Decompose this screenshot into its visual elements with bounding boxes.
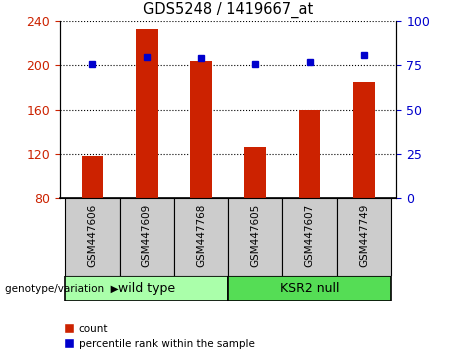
Text: GSM447607: GSM447607 (305, 204, 314, 267)
Bar (337, 198, 391, 276)
Bar (82, 156, 103, 198)
Bar (283, 198, 337, 276)
Text: GSM447606: GSM447606 (88, 204, 97, 267)
Bar (228, 276, 391, 301)
Bar (244, 147, 266, 198)
Bar (228, 198, 283, 276)
Bar (65, 276, 228, 301)
Bar (65, 198, 120, 276)
Bar (353, 82, 375, 198)
Text: wild type: wild type (118, 282, 175, 295)
Bar (120, 198, 174, 276)
Bar (299, 110, 320, 198)
Bar (136, 29, 158, 198)
Title: GDS5248 / 1419667_at: GDS5248 / 1419667_at (143, 2, 313, 18)
Text: GSM447749: GSM447749 (359, 204, 369, 267)
Bar (174, 198, 228, 276)
Text: GSM447768: GSM447768 (196, 204, 206, 267)
Text: KSR2 null: KSR2 null (280, 282, 339, 295)
Bar (190, 61, 212, 198)
Legend: count, percentile rank within the sample: count, percentile rank within the sample (65, 324, 254, 349)
Text: genotype/variation  ▶: genotype/variation ▶ (5, 284, 118, 293)
Text: GSM447605: GSM447605 (250, 204, 260, 267)
Text: GSM447609: GSM447609 (142, 204, 152, 267)
